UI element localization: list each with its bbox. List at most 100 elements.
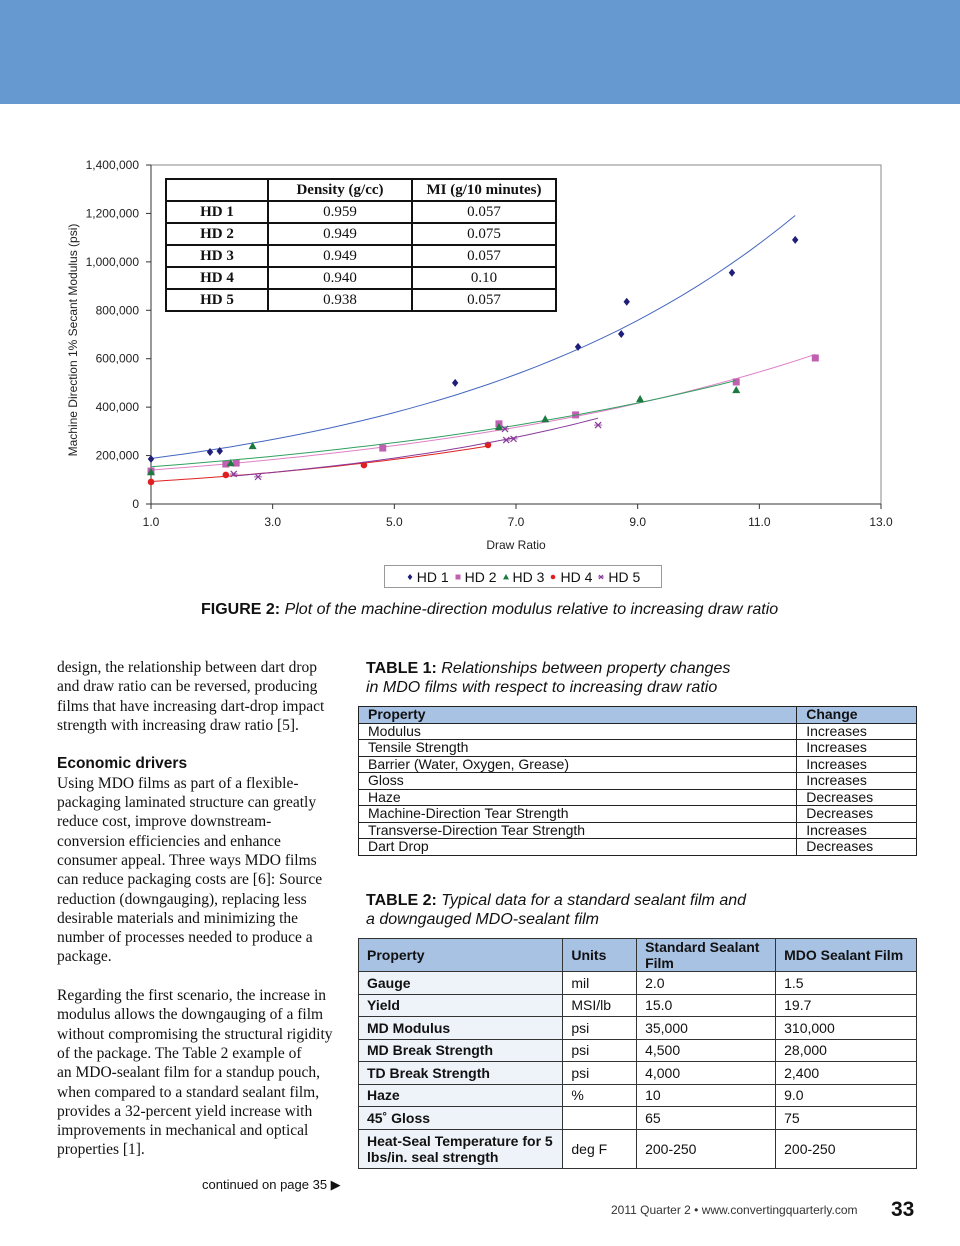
- square-marker-icon: [455, 574, 461, 579]
- data-point: [360, 461, 368, 469]
- table-cell: MD Break Strength: [357, 1038, 564, 1062]
- data-point: [232, 459, 240, 467]
- figure-text: Plot of the machine-direction modulus re…: [284, 601, 779, 618]
- inset-cell: HD 2: [165, 222, 269, 246]
- table-cell: Haze: [357, 1083, 564, 1107]
- column-header: Property: [357, 938, 564, 972]
- table-cell: Barrier (Water, Oxygen, Grease): [357, 755, 798, 773]
- table-cell: Increases: [796, 821, 917, 839]
- table-row: Transverse-Direction Tear Strength Increa…: [357, 821, 917, 839]
- text-line: Regarding the first scenario, the increa…: [57, 987, 326, 1005]
- data-point: [451, 378, 459, 387]
- table2: Property Units Standard Sealant Film MDO Se…: [357, 938, 917, 1169]
- table-cell: TD Break Strength: [357, 1061, 564, 1085]
- table-cell: Machine-Direction Tear Strength: [357, 805, 798, 823]
- table-row: TD Break Strength psi 4,000 2,400: [357, 1061, 917, 1085]
- table-cell: 75: [775, 1106, 917, 1130]
- text-line: reduction (downgauging), replacing less: [57, 890, 307, 908]
- table-row: Barrier (Water, Oxygen, Grease) Increases: [357, 755, 917, 773]
- data-point: [229, 470, 238, 478]
- table-cell: Decreases: [796, 838, 917, 856]
- table-row: Dart Drop Decreases: [357, 838, 917, 856]
- chart-legend: HD 1 HD 2 HD 3 HD 4 HD 5: [384, 565, 662, 588]
- chart-inset-table: Density (g/cc) MI (g/10 minutes) HD 1 0.9…: [165, 178, 557, 312]
- inset-cell: 0.057: [411, 288, 557, 312]
- x-tick-label: 3.0: [264, 515, 281, 529]
- table-cell: MD Modulus: [357, 1016, 564, 1040]
- data-point: [222, 460, 230, 468]
- legend-item: HD 1: [406, 569, 449, 585]
- table-cell: Increases: [796, 722, 917, 740]
- legend-label: HD 4: [560, 568, 593, 585]
- legend-label: HD 1: [416, 568, 449, 585]
- text-line: desirable materials and minimizing the: [57, 909, 299, 927]
- table-row: Gauge mil 2.0 1.5: [357, 971, 917, 995]
- text-line: Using MDO films as part of a flexible-: [57, 774, 299, 792]
- x-axis-label: Draw Ratio: [486, 538, 546, 552]
- continued-link[interactable]: continued on page 35 ▶: [202, 1177, 341, 1192]
- column-header: Units: [562, 938, 638, 972]
- y-tick-label: 1,400,000: [86, 158, 140, 172]
- data-point: [248, 441, 257, 450]
- table-row: Tensile Strength Increases: [357, 739, 917, 757]
- table-cell: MSI/lb: [562, 993, 638, 1017]
- trendline-hd1: [150, 215, 796, 459]
- legend-label: HD 5: [608, 568, 641, 585]
- legend-marker: [455, 574, 461, 579]
- table-cell: 2.0: [636, 971, 777, 995]
- x-tick-label: 5.0: [386, 515, 403, 529]
- table-cell: 15.0: [636, 993, 777, 1017]
- y-tick-label: 400,000: [96, 400, 140, 414]
- table-row: Modulus Increases: [357, 722, 917, 740]
- table-cell: 45˚ Gloss: [357, 1106, 564, 1130]
- data-point: [728, 268, 736, 277]
- data-point: [147, 478, 155, 486]
- table-row: MD Break Strength psi 4,500 28,000: [357, 1038, 917, 1062]
- inset-cell: 0.057: [411, 244, 557, 268]
- table-row: Haze Decreases: [357, 788, 917, 806]
- table-row: Heat-Seal Temperature for 5 lbs/in. seal…: [357, 1128, 917, 1169]
- text-line: and draw ratio can be reversed, producin…: [57, 678, 318, 696]
- text-line: without compromising the structural rigi…: [57, 1025, 333, 1043]
- inset-header: Density (g/cc): [267, 178, 413, 202]
- inset-cell: 0.938: [267, 288, 413, 312]
- table1-caption-line: Relationships between property changes: [441, 660, 731, 677]
- inset-cell: 0.10: [411, 266, 557, 290]
- data-point: [147, 454, 155, 463]
- column-header: MDO Sealant Film: [775, 938, 917, 972]
- page-number: 33: [891, 1198, 915, 1221]
- table-cell: Heat-Seal Temperature for 5 lbs/in. seal…: [357, 1128, 564, 1169]
- paragraph: Regarding the first scenario, the increa…: [57, 986, 347, 1160]
- table2-caption: TABLE 2: Typical data for a standard sea…: [366, 891, 746, 929]
- legend-item: HD 3: [502, 569, 544, 585]
- text-line: package.: [57, 948, 112, 966]
- table-cell: psi: [562, 1061, 638, 1085]
- table-cell: Gloss: [357, 772, 798, 790]
- table-cell: Gauge: [357, 971, 564, 995]
- table-row: Machine-Direction Tear Strength Decreases: [357, 805, 917, 823]
- table-cell: 4,000: [636, 1061, 777, 1085]
- inset-header: MI (g/10 minutes): [411, 178, 557, 202]
- text-line: films that have increasing dart-drop imp…: [57, 697, 325, 715]
- x-tick-label: 13.0: [869, 515, 893, 529]
- legend-marker: [598, 574, 605, 579]
- table-cell: 200-250: [636, 1128, 777, 1169]
- y-tick-label: 0: [132, 497, 139, 511]
- table-cell: 4,500: [636, 1038, 777, 1062]
- text-line: properties [1].: [57, 1141, 145, 1159]
- paragraph: Using MDO films as part of a flexible-pa…: [57, 774, 347, 967]
- text-line: conversion efficiencies and enhance: [57, 832, 281, 850]
- table-row: Haze% 10 9.0: [357, 1083, 917, 1107]
- data-point: [216, 446, 223, 455]
- figure-caption: FIGURE 2: Plot of the machine-direction …: [201, 601, 778, 619]
- legend-marker: [502, 573, 509, 579]
- table-cell: 9.0: [775, 1083, 917, 1107]
- inset-cell: 0.959: [267, 200, 413, 224]
- legend-label: HD 2: [464, 568, 497, 585]
- inset-cell: 0.949: [267, 244, 413, 268]
- y-tick-label: 1,000,000: [86, 255, 140, 269]
- inset-cell: 0.949: [267, 222, 413, 246]
- table-cell: 10: [636, 1083, 777, 1107]
- inset-header-blank: [165, 178, 269, 202]
- table2-caption-line: a downgauged MDO-sealant film: [366, 911, 600, 928]
